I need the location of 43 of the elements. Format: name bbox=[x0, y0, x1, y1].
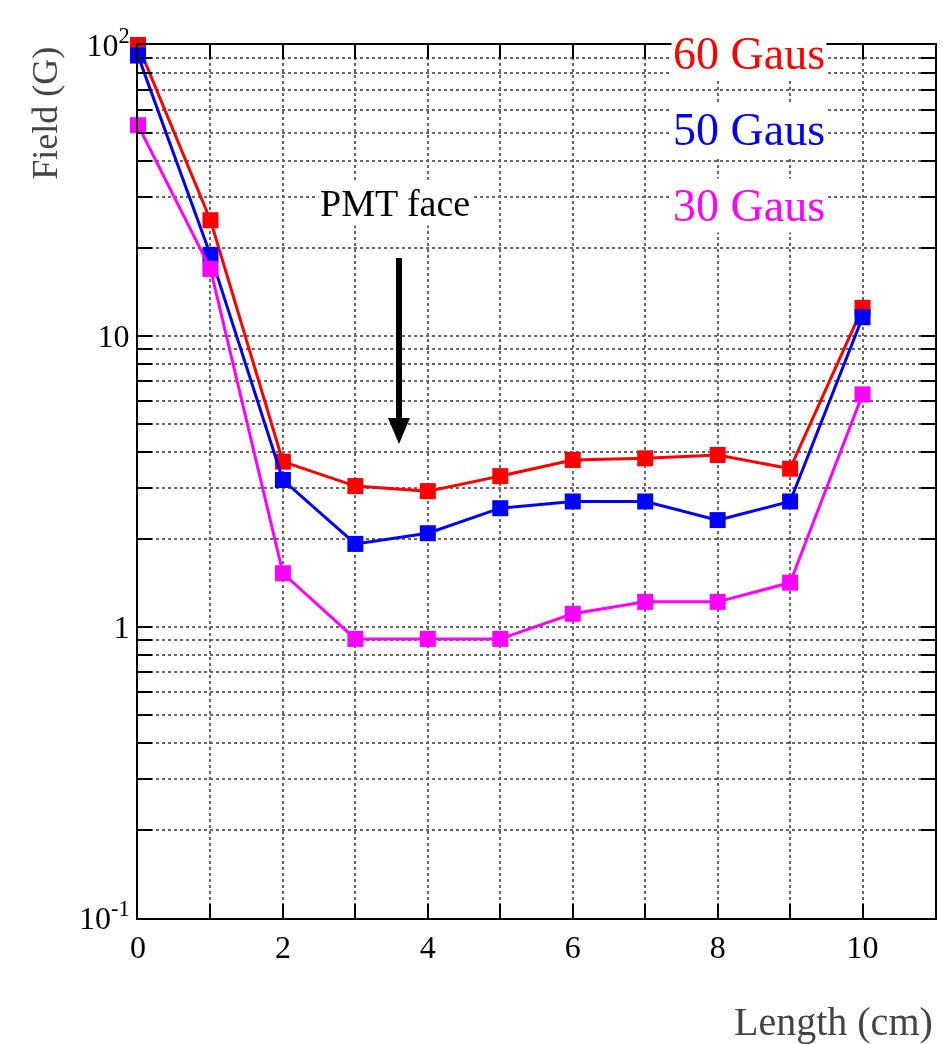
y-tick-label: 10 bbox=[97, 318, 130, 355]
x-tick-label: 10 bbox=[846, 929, 879, 966]
point bbox=[202, 260, 219, 277]
point bbox=[492, 630, 509, 647]
point bbox=[419, 483, 436, 500]
point bbox=[274, 472, 291, 488]
point bbox=[492, 468, 509, 485]
y-axis-title: Field (G) bbox=[24, 46, 65, 180]
x-tick-label: 4 bbox=[419, 929, 436, 966]
x-tick-label: 0 bbox=[130, 929, 146, 966]
y-tick-label: 10$^{-1}$ bbox=[78, 895, 130, 937]
point bbox=[274, 565, 291, 582]
point bbox=[564, 605, 581, 622]
x-tick-label: 6 bbox=[564, 929, 581, 966]
point bbox=[854, 309, 871, 326]
point bbox=[564, 493, 581, 510]
point bbox=[709, 447, 726, 463]
point bbox=[564, 451, 581, 468]
point bbox=[709, 512, 726, 529]
y-tick-label: 1 bbox=[113, 609, 130, 646]
text: 50 Gaus bbox=[673, 104, 826, 155]
y-tick-label: 10$^{2}$ bbox=[86, 22, 130, 64]
point bbox=[347, 535, 364, 552]
point bbox=[347, 478, 364, 495]
point bbox=[202, 212, 219, 229]
x-tick-label: 8 bbox=[709, 929, 726, 966]
text: 30 Gaus bbox=[673, 180, 826, 231]
point bbox=[782, 493, 799, 510]
point bbox=[709, 593, 726, 610]
text: 60 Gaus bbox=[673, 28, 826, 79]
point bbox=[782, 460, 799, 477]
point bbox=[782, 574, 799, 591]
annotation: PMT face bbox=[320, 182, 471, 224]
x-tick-label: 2 bbox=[274, 929, 291, 966]
point bbox=[492, 500, 509, 517]
point bbox=[854, 386, 871, 403]
point bbox=[637, 493, 654, 510]
point bbox=[419, 630, 436, 647]
x-axis-title: Length (cm) bbox=[734, 999, 933, 1044]
point bbox=[637, 593, 654, 610]
point bbox=[637, 450, 654, 467]
point bbox=[419, 525, 436, 542]
point bbox=[347, 630, 364, 647]
